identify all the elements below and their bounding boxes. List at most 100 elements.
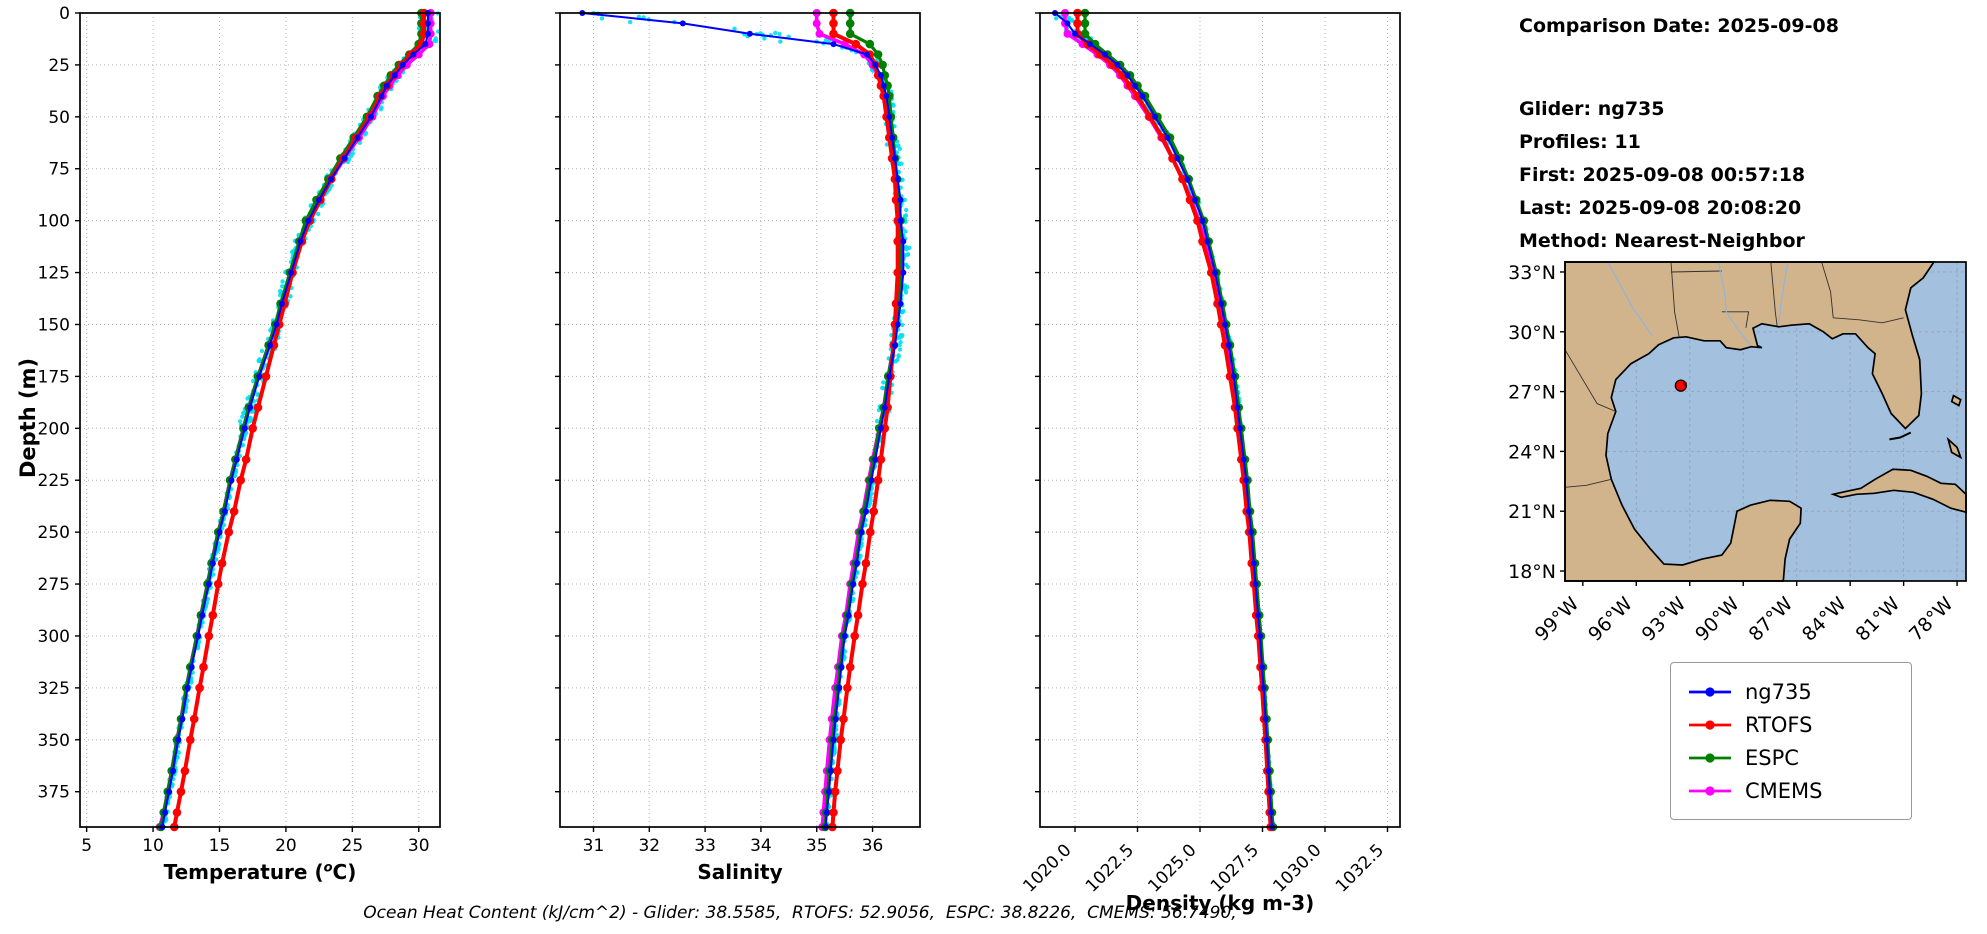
series-RTOFS-markers <box>170 8 429 832</box>
info-spacer <box>1519 43 1839 93</box>
depth-axis-label: Depth (m) <box>16 357 40 479</box>
svg-text:300: 300 <box>38 627 70 647</box>
svg-text:33: 33 <box>694 836 716 856</box>
comparison-info-block: Comparison Date: 2025-09-08 Glider: ng73… <box>1519 10 1839 258</box>
legend-label: RTOFS <box>1745 712 1813 737</box>
panel-density: 1020.0 1022.5 1025.0 1027.5 1030.0 1032.5 <box>1019 8 1401 897</box>
map-florida-keys <box>1889 431 1912 441</box>
svg-text:15: 15 <box>209 836 231 856</box>
first-profile-text: First: 2025-09-08 00:57:18 <box>1519 164 1806 186</box>
last-profile-text: Last: 2025-09-08 20:08:20 <box>1519 197 1802 219</box>
svg-text:125: 125 <box>38 264 70 284</box>
svg-text:1030.0: 1030.0 <box>1269 840 1325 896</box>
comparison-date-text: Comparison Date: 2025-09-08 <box>1519 15 1839 37</box>
legend-swatch <box>1689 686 1731 697</box>
svg-text:35: 35 <box>806 836 828 856</box>
svg-text:32: 32 <box>638 836 660 856</box>
svg-text:5: 5 <box>81 836 92 856</box>
legend: ng735 RTOFS ESPC CMEMS <box>1670 662 1912 820</box>
svg-text:31: 31 <box>583 836 605 856</box>
svg-text:18°N: 18°N <box>1508 561 1556 583</box>
map-land-bahamas <box>1950 394 1962 407</box>
svg-text:10: 10 <box>142 836 164 856</box>
svg-text:175: 175 <box>38 367 70 387</box>
series-ESPC-line <box>159 13 423 828</box>
svg-text:375: 375 <box>38 783 70 803</box>
svg-text:84°W: 84°W <box>1798 593 1851 646</box>
svg-text:1032.5: 1032.5 <box>1332 840 1388 896</box>
legend-swatch <box>1689 785 1731 796</box>
svg-text:1027.5: 1027.5 <box>1207 840 1263 896</box>
svg-text:33°N: 33°N <box>1508 262 1556 284</box>
temperature-axis-unit: C) <box>332 860 357 884</box>
svg-text:1020.0: 1020.0 <box>1019 840 1075 896</box>
legend-label: ng735 <box>1745 679 1812 704</box>
svg-text:275: 275 <box>38 575 70 595</box>
svg-text:200: 200 <box>38 419 70 439</box>
temperature-raw-scatter <box>162 11 441 824</box>
method-text: Method: Nearest-Neighbor <box>1519 230 1805 252</box>
series-CMEMS-line <box>157 13 433 828</box>
svg-text:0: 0 <box>59 4 70 24</box>
svg-text:21°N: 21°N <box>1508 501 1556 523</box>
density-axis-label: Density (kg m-3) <box>1125 891 1315 915</box>
map-land-north-america <box>1564 261 1936 582</box>
legend-item-rtofs: RTOFS <box>1687 708 1895 741</box>
svg-text:75: 75 <box>48 160 70 180</box>
salinity-axis-label: Salinity <box>697 860 783 884</box>
series-RTOFS-markers <box>1073 8 1275 832</box>
temperature-axis-label: Temperature (oC) <box>60 860 460 884</box>
legend-swatch <box>1689 719 1731 730</box>
legend-item-espc: ESPC <box>1687 741 1895 774</box>
svg-text:87°W: 87°W <box>1745 593 1798 646</box>
svg-text:100: 100 <box>38 212 70 232</box>
svg-text:24°N: 24°N <box>1508 441 1556 463</box>
svg-text:90°W: 90°W <box>1691 593 1744 646</box>
svg-text:150: 150 <box>38 315 70 335</box>
svg-text:27°N: 27°N <box>1508 382 1556 404</box>
svg-text:78°W: 78°W <box>1905 593 1958 646</box>
profiles-count-text: Profiles: 11 <box>1519 131 1641 153</box>
series-ng735-line <box>582 12 905 828</box>
svg-text:30: 30 <box>408 836 430 856</box>
series-ESPC-markers <box>1080 8 1278 832</box>
svg-text:1022.5: 1022.5 <box>1082 840 1138 896</box>
ohc-caption: Ocean Heat Content (kJ/cm^2) - Glider: 3… <box>363 903 1237 923</box>
series-ESPC-line <box>1083 13 1275 828</box>
svg-text:99°W: 99°W <box>1531 593 1584 646</box>
salinity-raw-scatter <box>591 11 912 830</box>
svg-text:250: 250 <box>38 523 70 543</box>
panel-salinity: 31 32 33 34 35 36 <box>555 8 921 856</box>
series-ng735-markers <box>579 10 907 830</box>
legend-label: CMEMS <box>1745 778 1823 803</box>
glider-name-text: Glider: ng735 <box>1519 98 1665 120</box>
legend-label: ESPC <box>1745 745 1799 770</box>
series-ng735-markers <box>159 10 431 830</box>
degree-superscript: o <box>323 860 333 876</box>
svg-text:30°N: 30°N <box>1508 322 1556 344</box>
svg-text:96°W: 96°W <box>1584 593 1637 646</box>
svg-text:350: 350 <box>38 731 70 751</box>
svg-text:81°W: 81°W <box>1852 593 1905 646</box>
gulf-of-mexico-map: 33°N 30°N 27°N 24°N 21°N 18°N 99°W 96°W 93°W 90°W… <box>1508 261 1967 646</box>
svg-text:25: 25 <box>342 836 364 856</box>
series-ng735-line <box>161 13 429 828</box>
legend-item-ng735: ng735 <box>1687 675 1895 708</box>
svg-text:325: 325 <box>38 679 70 699</box>
svg-text:36: 36 <box>862 836 884 856</box>
svg-text:20: 20 <box>275 836 297 856</box>
legend-item-cmems: CMEMS <box>1687 774 1895 807</box>
svg-text:225: 225 <box>38 471 70 491</box>
panel-temperature: 5 10 15 20 25 3002550751001251501752002252502… <box>38 4 441 856</box>
svg-text:50: 50 <box>48 108 70 128</box>
temperature-axis-label-text: Temperature ( <box>163 860 324 884</box>
svg-text:1025.0: 1025.0 <box>1144 840 1200 896</box>
map-land-bahamas-2 <box>1946 436 1963 460</box>
series-RTOFS-line <box>172 13 427 828</box>
series-ng735-markers <box>1052 10 1275 830</box>
svg-text:93°W: 93°W <box>1638 593 1691 646</box>
svg-text:34: 34 <box>750 836 772 856</box>
svg-text:25: 25 <box>48 56 70 76</box>
legend-swatch <box>1689 752 1731 763</box>
